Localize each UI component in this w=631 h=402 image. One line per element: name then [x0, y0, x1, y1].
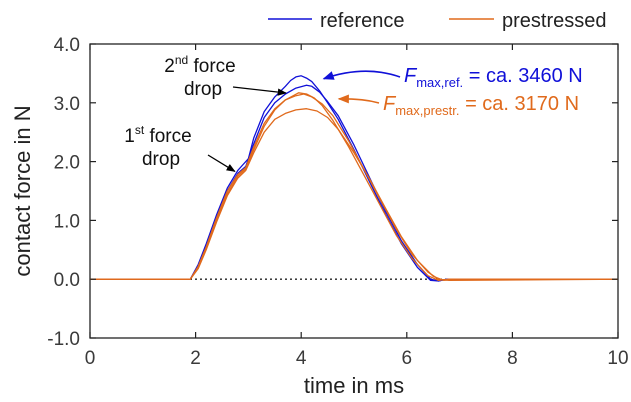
series-lines [90, 75, 619, 282]
series-line-prestressed-1 [90, 92, 618, 282]
x-axis-label: time in ms [304, 373, 404, 398]
annotation-fmax-reference-arrow [322, 70, 401, 80]
x-tick-label: 4 [296, 348, 307, 369]
legend-reference-label: reference [320, 10, 405, 32]
y-tick-label: 4.0 [54, 35, 80, 56]
plot-frame [89, 43, 619, 339]
series-line-prestressed-3 [90, 108, 618, 282]
y-tick-label: 2.0 [54, 153, 80, 174]
x-tick-label: 0 [85, 348, 96, 369]
axis-ticks: 0 2 4 6 8 10 -1.0 0.0 1.0 2.0 3.0 4.0 [47, 35, 628, 369]
x-tick-label: 8 [507, 348, 518, 369]
y-tick-label: 3.0 [54, 94, 80, 115]
annotation-first-force-drop-line2: drop [142, 149, 180, 170]
annotation-fmax-prestressed: Fmax,prestr. = ca. 3170 N [383, 93, 579, 118]
x-tick-label: 10 [607, 348, 628, 369]
y-tick-label: 0.0 [54, 270, 80, 291]
annotation-fmax-reference: Fmax,ref. = ca. 3460 N [404, 65, 583, 90]
annotation-second-force-drop-line1: 2nd force [164, 53, 235, 77]
annotation-first-drop-arrow [207, 154, 236, 172]
y-tick-label: 1.0 [54, 211, 80, 232]
series-line-prestressed-2 [90, 93, 619, 282]
x-tick-label: 2 [190, 348, 201, 369]
legend-prestressed-label: prestressed [502, 10, 607, 32]
legend: reference prestressed [268, 10, 607, 32]
x-tick-label: 6 [402, 348, 413, 369]
annotation-fmax-prestressed-arrow [337, 94, 380, 104]
annotation-first-force-drop-line1: 1st force [124, 123, 191, 147]
annotation-second-drop-arrow [232, 86, 287, 96]
y-tick-label: -1.0 [47, 329, 80, 350]
plot-area [89, 43, 619, 339]
y-axis-label: contact force in N [10, 105, 35, 276]
annotation-second-force-drop-line2: drop [184, 79, 222, 100]
